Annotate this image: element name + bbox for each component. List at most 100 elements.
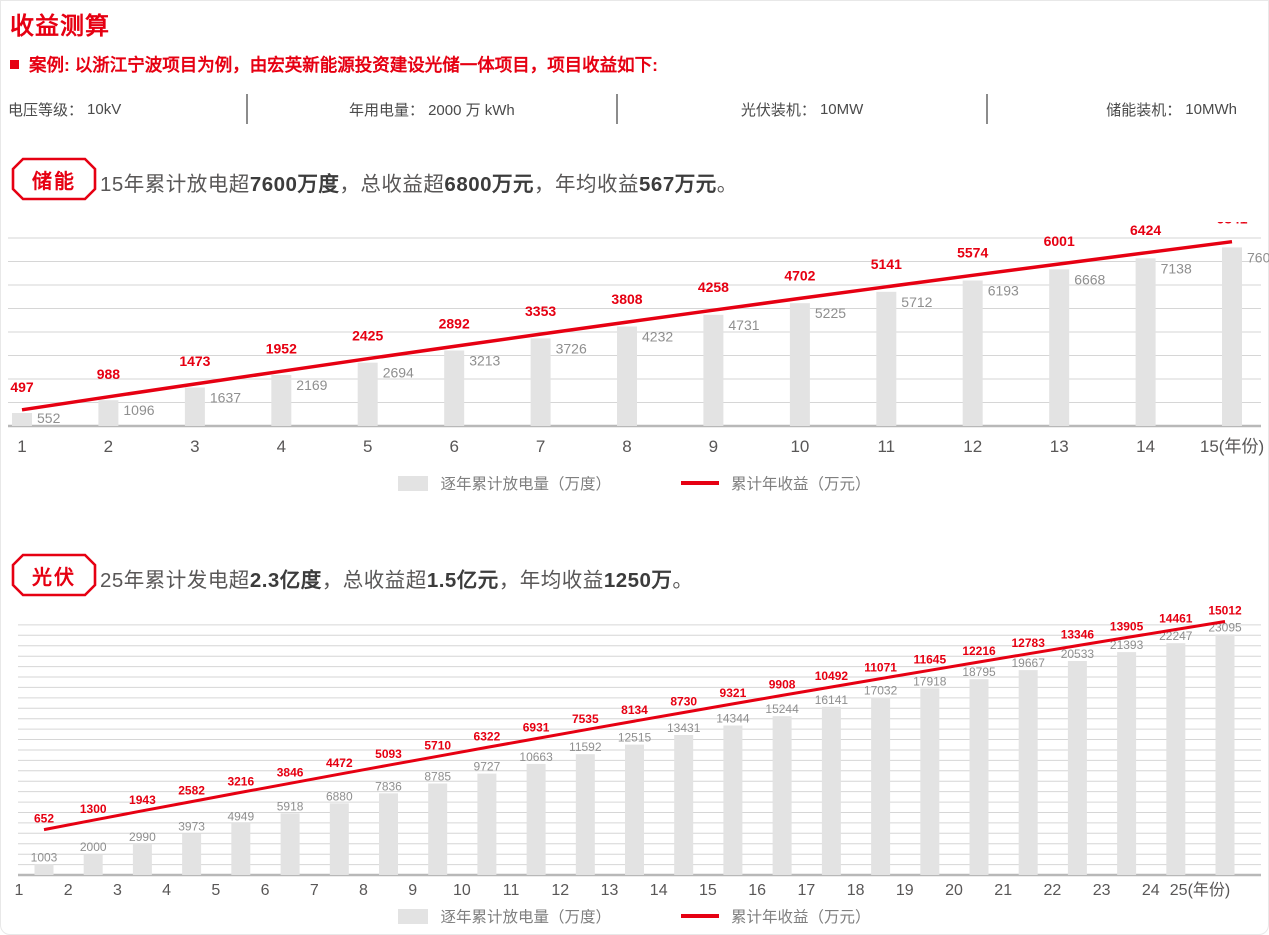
pv-legend: 逐年累计放电量（万度） 累计年收益（万元）	[0, 905, 1269, 927]
bar-value-label: 17032	[864, 684, 898, 698]
pv-chart-svg: 1003200029903973494959186880783687859727…	[15, 604, 1261, 899]
bar	[271, 375, 292, 426]
bar-swatch-icon	[398, 908, 429, 924]
line-value-label: 4472	[326, 756, 353, 770]
line-value-label: 12216	[962, 644, 996, 658]
bar	[876, 291, 897, 426]
x-tick-label: 6	[449, 437, 458, 456]
summary-segment: ，年均收益	[498, 569, 604, 592]
bar-value-label: 7836	[375, 779, 402, 793]
bar	[184, 387, 205, 426]
x-tick-label: 11	[877, 437, 895, 456]
summary-segment: ，总收益超	[321, 569, 427, 592]
x-tick-label: 24	[1142, 882, 1160, 899]
legend-label-bar: 逐年累计放电量（万度）	[440, 476, 611, 493]
bar	[625, 744, 644, 875]
bar-value-label: 15244	[765, 702, 799, 716]
line-value-label: 6001	[1044, 233, 1075, 249]
bar	[530, 338, 551, 426]
bar	[477, 773, 497, 875]
x-tick-label: 19	[896, 882, 914, 899]
pv-summary: 25年累计发电超2.3亿度，总收益超1.5亿元，年均收益1250万。	[100, 563, 693, 593]
line-value-label: 6931	[523, 721, 550, 735]
x-tick-label: 2	[64, 882, 73, 899]
x-tick-label: 15	[699, 882, 717, 899]
bar	[821, 706, 841, 875]
x-tick-label: 5	[211, 882, 220, 899]
x-tick-label: 1	[17, 437, 26, 456]
bar	[34, 864, 54, 875]
bar	[789, 303, 810, 426]
bar-value-label: 12515	[618, 731, 652, 745]
line-value-label: 14461	[1159, 612, 1193, 626]
x-tick-label: 7	[310, 882, 319, 899]
cumulative-revenue-line	[43, 620, 1226, 832]
bar-value-label: 5918	[277, 799, 304, 813]
bar	[428, 783, 448, 875]
summary-segment: 25年累计发电超	[100, 569, 250, 592]
cumulative-revenue-line	[21, 239, 1233, 412]
line-value-label: 8730	[670, 695, 697, 709]
bar-value-label: 18795	[962, 665, 996, 679]
bar	[357, 362, 378, 426]
bar	[132, 843, 152, 875]
bar	[703, 314, 724, 426]
bar	[962, 280, 983, 426]
line-value-label: 988	[97, 366, 121, 382]
bar	[379, 793, 398, 875]
line-value-label: 10492	[815, 669, 849, 683]
line-value-label: 1952	[266, 340, 297, 356]
bar-value-label: 5712	[901, 294, 932, 310]
x-tick-label: 10	[453, 882, 471, 899]
line-value-label: 2425	[352, 328, 383, 344]
bar-swatch-icon	[398, 475, 429, 491]
divider	[245, 94, 248, 124]
x-tick-label: 4	[277, 437, 286, 456]
x-tick-label: 13	[1050, 437, 1069, 456]
line-value-label: 6322	[474, 729, 501, 743]
bar-value-label: 3726	[556, 340, 587, 356]
x-tick-label: 15(年份)	[1200, 437, 1264, 456]
summary-segment: 6800万元	[444, 173, 535, 196]
bar	[280, 813, 300, 875]
bar-value-label: 11592	[569, 740, 602, 754]
bar	[674, 735, 694, 875]
bar-value-label: 7138	[1161, 260, 1192, 276]
x-tick-label: 9	[408, 882, 417, 899]
bar	[1222, 247, 1242, 426]
legend-label-line: 累计年收益（万元）	[731, 909, 871, 926]
summary-segment: 1250万	[603, 569, 673, 592]
bar	[969, 679, 989, 875]
line-value-label: 8134	[621, 703, 648, 717]
line-value-label: 3808	[611, 291, 642, 307]
bar-value-label: 1637	[210, 390, 241, 406]
bar	[575, 754, 595, 875]
x-tick-label: 8	[359, 882, 368, 899]
badge-border	[11, 553, 97, 597]
bar-value-label: 3213	[469, 353, 500, 369]
summary-segment: 567万元	[639, 173, 717, 196]
info-value: 2000 万 kWh	[428, 101, 515, 119]
line-value-label: 1473	[179, 353, 210, 369]
storage-badge: 储能	[10, 156, 98, 202]
info-item-storage-capacity: 储能装机： 10MWh	[988, 92, 1269, 126]
bar	[182, 833, 202, 875]
bar-value-label: 14344	[716, 712, 750, 726]
line-value-label: 652	[34, 812, 54, 826]
bar	[1067, 661, 1087, 875]
bullet-square-icon	[10, 60, 19, 69]
badge-border	[11, 157, 97, 201]
line-value-label: 13346	[1061, 628, 1095, 642]
line-value-label: 5141	[871, 256, 902, 272]
bar	[723, 725, 743, 875]
bar-value-label: 552	[37, 410, 61, 426]
bar-value-label: 5225	[815, 305, 846, 321]
line-value-label: 6841	[1216, 222, 1247, 227]
line-value-label: 9321	[720, 686, 747, 700]
bar-value-label: 4731	[728, 317, 759, 333]
info-item-pv-capacity: 光伏装机： 10MW	[618, 92, 986, 126]
info-label: 储能装机：	[1106, 101, 1182, 119]
legend-item-line: 累计年收益（万元）	[681, 905, 871, 927]
line-value-label: 13905	[1110, 620, 1144, 634]
x-tick-label: 9	[709, 437, 718, 456]
